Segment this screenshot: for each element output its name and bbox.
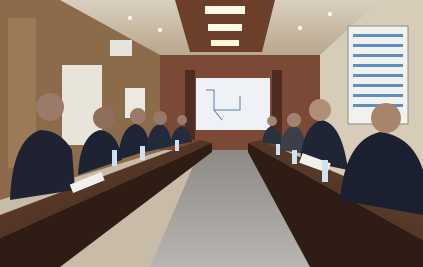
ceiling-light: [205, 6, 245, 14]
spot-light: [158, 28, 162, 32]
spot-light: [128, 16, 132, 20]
ceiling-light: [208, 24, 242, 31]
ceiling-light: [211, 40, 239, 46]
air-conditioner: [110, 40, 132, 56]
projection-screen: [196, 78, 270, 130]
spot-light: [298, 26, 302, 30]
page: [0, 0, 423, 267]
spot-light: [328, 12, 332, 16]
meeting-room-photo: [0, 0, 423, 267]
